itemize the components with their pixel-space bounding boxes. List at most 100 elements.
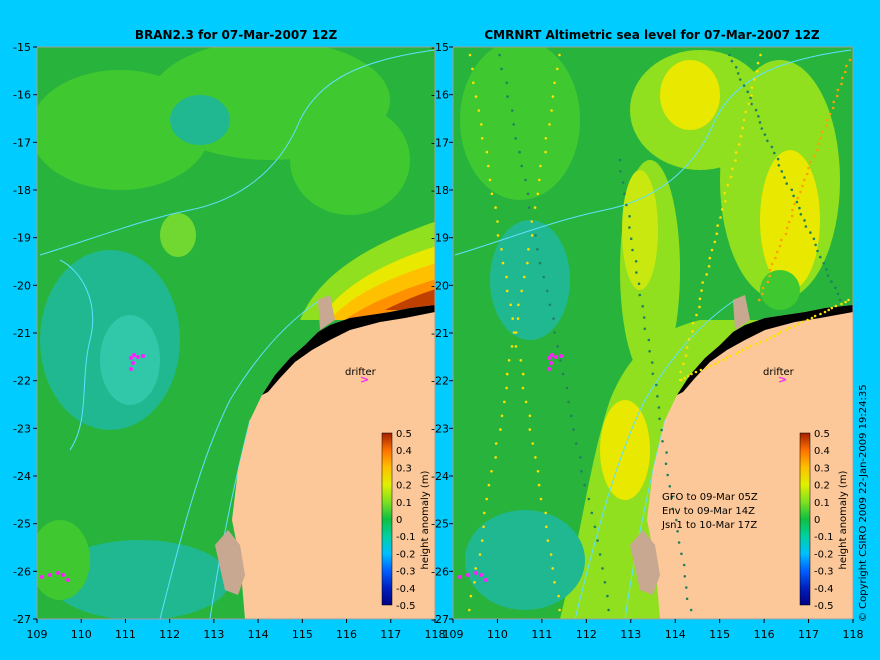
track-dot	[719, 216, 722, 219]
track-dot	[548, 303, 552, 307]
track-dot	[579, 456, 582, 459]
track-dot	[820, 130, 824, 134]
anomaly-contour	[290, 105, 410, 215]
track-dot	[574, 442, 578, 445]
track-dot	[823, 310, 827, 314]
track-dot	[473, 581, 476, 584]
track-dot	[841, 76, 844, 80]
track-dot	[710, 248, 714, 252]
track-dot	[803, 178, 806, 182]
track-dot	[544, 511, 547, 515]
track-dot	[643, 327, 647, 331]
track-dot	[603, 581, 607, 584]
track-dot	[779, 330, 782, 334]
track-dot	[570, 414, 573, 418]
bathymetry-contour	[454, 49, 852, 256]
track-dot	[514, 345, 518, 348]
track-dot	[766, 280, 770, 284]
track-dot	[517, 303, 520, 307]
track-dot	[730, 59, 734, 63]
track-dot	[482, 525, 485, 529]
track-dot	[542, 275, 545, 279]
track-dot	[840, 82, 843, 86]
drifter-label: drifter	[763, 367, 795, 378]
lon-tick-label: 118	[843, 628, 864, 641]
lat-tick-label: -20	[431, 279, 449, 292]
track-dot	[536, 248, 539, 251]
track-dot	[774, 256, 777, 260]
lon-tick-label: 115	[292, 628, 313, 641]
lat-tick-label: -22	[13, 375, 31, 388]
track-dot	[650, 361, 654, 364]
track-dot	[661, 440, 664, 443]
reef-area	[630, 530, 660, 595]
track-dot	[505, 81, 509, 85]
track-dot	[545, 525, 548, 529]
track-dot	[631, 248, 634, 252]
track-dot	[754, 108, 758, 112]
track-dot	[607, 608, 610, 612]
track-dot	[531, 442, 535, 445]
track-dot	[805, 172, 809, 176]
track-dot	[485, 497, 489, 501]
track-dot	[756, 61, 760, 65]
track-dot	[505, 372, 509, 376]
colorbar-tick-label: -0.2	[814, 549, 834, 560]
track-dot	[813, 314, 817, 318]
anomaly-contour	[385, 289, 435, 310]
track-dot	[623, 192, 626, 196]
track-dot	[668, 485, 672, 488]
track-dot	[773, 151, 776, 155]
track-dot	[741, 126, 744, 130]
track-dot	[516, 317, 520, 320]
track-dot	[648, 350, 651, 353]
anomaly-contour	[685, 252, 715, 288]
lat-tick-label: -15	[431, 41, 449, 54]
track-dot	[565, 386, 569, 390]
track-dot	[738, 78, 742, 81]
track-dot	[583, 483, 586, 487]
track-dot	[477, 109, 481, 112]
track-dot	[685, 346, 689, 349]
track-dot	[546, 539, 550, 542]
track-dot	[830, 280, 833, 283]
track-dot	[766, 139, 769, 143]
lon-tick-label: 112	[159, 628, 180, 641]
track-dot	[847, 298, 850, 302]
copyright-text: © Copyright CSIRO 2009 22-Jan-2009 19:24…	[858, 384, 869, 622]
track-dot	[628, 226, 631, 229]
track-dot	[750, 86, 754, 89]
track-dot	[538, 261, 542, 265]
track-dot	[498, 53, 501, 57]
track-dot	[812, 154, 816, 158]
track-dot	[690, 372, 693, 376]
track-dot	[677, 541, 681, 544]
left-lat-axis: -15 -16 -17 -18 -19 -20 -21 -22 -23 -24 -25 -26 -27	[13, 41, 37, 626]
track-dot	[494, 206, 497, 209]
colorbar-tick-label: -0.3	[814, 567, 834, 578]
track-dot	[807, 166, 810, 170]
lon-tick-label: 118	[425, 628, 446, 641]
track-dot	[720, 208, 724, 211]
track-dot	[726, 183, 730, 187]
track-dot	[510, 345, 514, 348]
track-dot	[642, 316, 646, 319]
right-panel-title: CMRNRT Altimetric sea level for 07-Mar-2…	[484, 28, 820, 42]
colorbar-tick-label: 0.3	[396, 463, 412, 474]
track-dot	[625, 203, 628, 207]
anomaly-contour	[490, 220, 570, 340]
track-dot	[530, 234, 534, 237]
track-dot	[768, 268, 772, 272]
track-dot	[679, 370, 682, 374]
track-dot	[787, 220, 791, 224]
track-dot	[750, 102, 753, 106]
right-lat-axis: -15 -16 -17 -18 -19 -20 -21 -22 -23 -24 -25 -26 -27	[431, 41, 453, 626]
track-dot	[724, 200, 727, 203]
colorbar-label: height anomaly (m)	[838, 470, 849, 569]
track-dot	[572, 428, 575, 431]
track-dot	[634, 260, 638, 263]
track-dot	[478, 553, 482, 556]
track-dot	[830, 306, 834, 310]
track-dot	[526, 261, 529, 265]
